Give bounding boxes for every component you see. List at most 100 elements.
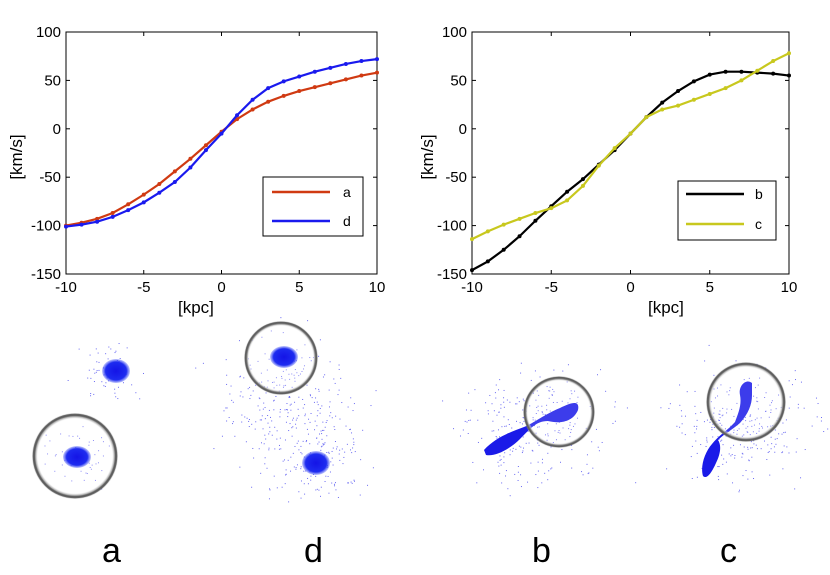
data-point-a xyxy=(110,211,115,216)
particle xyxy=(601,441,603,443)
particle xyxy=(706,419,708,421)
particle xyxy=(505,470,507,472)
panel-label-d: d xyxy=(304,532,323,570)
particle xyxy=(267,414,269,416)
particle xyxy=(288,501,290,503)
particle xyxy=(704,360,706,362)
data-point-d xyxy=(219,131,224,136)
particle xyxy=(537,442,539,444)
particle xyxy=(346,443,348,445)
particle xyxy=(527,430,529,432)
particle xyxy=(295,468,297,470)
data-point-b xyxy=(787,73,791,78)
data-point-a xyxy=(281,93,286,98)
particle xyxy=(105,353,107,355)
series-group xyxy=(470,51,791,273)
particle xyxy=(264,457,266,459)
particle xyxy=(511,427,513,429)
particle xyxy=(782,451,784,453)
y-tick-label: 0 xyxy=(459,121,467,138)
particle xyxy=(553,369,555,371)
particle xyxy=(626,407,628,409)
particle xyxy=(243,377,245,379)
particle xyxy=(332,464,334,466)
particle xyxy=(253,457,255,459)
particle xyxy=(315,397,317,399)
particle xyxy=(521,452,523,454)
particle xyxy=(304,413,306,415)
particle xyxy=(509,449,511,451)
particle xyxy=(213,448,215,450)
particle xyxy=(507,419,509,421)
data-point-d xyxy=(203,148,208,153)
particle xyxy=(279,411,281,413)
particle xyxy=(718,479,720,481)
particle xyxy=(274,448,276,450)
particle xyxy=(725,461,727,463)
particle xyxy=(791,384,793,386)
particle xyxy=(503,397,505,399)
particle xyxy=(303,470,305,472)
particle xyxy=(816,416,818,418)
particle xyxy=(300,445,302,447)
data-point-c xyxy=(707,91,712,96)
particle xyxy=(317,443,319,445)
particle xyxy=(255,384,257,386)
particle xyxy=(278,448,280,450)
particle xyxy=(310,412,312,414)
particle xyxy=(750,447,752,449)
particle xyxy=(240,391,242,393)
particle xyxy=(226,374,228,376)
particle xyxy=(743,446,745,448)
particle xyxy=(329,401,331,403)
particle xyxy=(280,317,282,319)
particle xyxy=(229,393,231,395)
y-tick-label: -150 xyxy=(31,266,61,283)
particle xyxy=(300,497,302,499)
particle xyxy=(319,407,321,409)
particle xyxy=(581,471,583,473)
x-tick-label: -5 xyxy=(545,279,558,296)
data-point-c xyxy=(596,163,601,168)
particle xyxy=(338,364,340,366)
particle xyxy=(333,426,335,428)
particle xyxy=(785,419,787,421)
particle xyxy=(266,467,268,469)
particle xyxy=(352,447,354,449)
particle xyxy=(268,449,270,451)
particle xyxy=(500,404,502,406)
particle xyxy=(766,459,768,461)
particle xyxy=(348,482,350,484)
particle xyxy=(541,482,543,484)
particle xyxy=(506,399,508,401)
particle xyxy=(275,395,277,397)
particle xyxy=(262,428,264,430)
panel-label-a: a xyxy=(102,532,121,570)
particle xyxy=(717,436,719,438)
particle xyxy=(666,468,668,470)
particle xyxy=(231,399,233,401)
tidal-tail xyxy=(702,381,752,478)
particle xyxy=(295,423,297,425)
particle xyxy=(142,372,144,374)
particle xyxy=(705,445,707,447)
x-tick-label: -10 xyxy=(461,279,483,296)
y-tick-label: -50 xyxy=(445,169,467,186)
particle xyxy=(684,434,686,436)
particle xyxy=(321,433,323,435)
particle xyxy=(278,444,280,446)
data-point-b xyxy=(739,69,744,74)
data-point-a xyxy=(126,202,131,207)
particle xyxy=(269,488,271,490)
particle xyxy=(280,448,282,450)
particle xyxy=(103,385,105,387)
particle xyxy=(468,419,470,421)
particle xyxy=(304,423,306,425)
particle xyxy=(464,420,466,422)
particle xyxy=(114,392,116,394)
particle xyxy=(353,441,355,443)
particle xyxy=(701,467,703,469)
particle xyxy=(96,361,98,363)
particle xyxy=(240,375,242,377)
particle xyxy=(781,433,783,435)
